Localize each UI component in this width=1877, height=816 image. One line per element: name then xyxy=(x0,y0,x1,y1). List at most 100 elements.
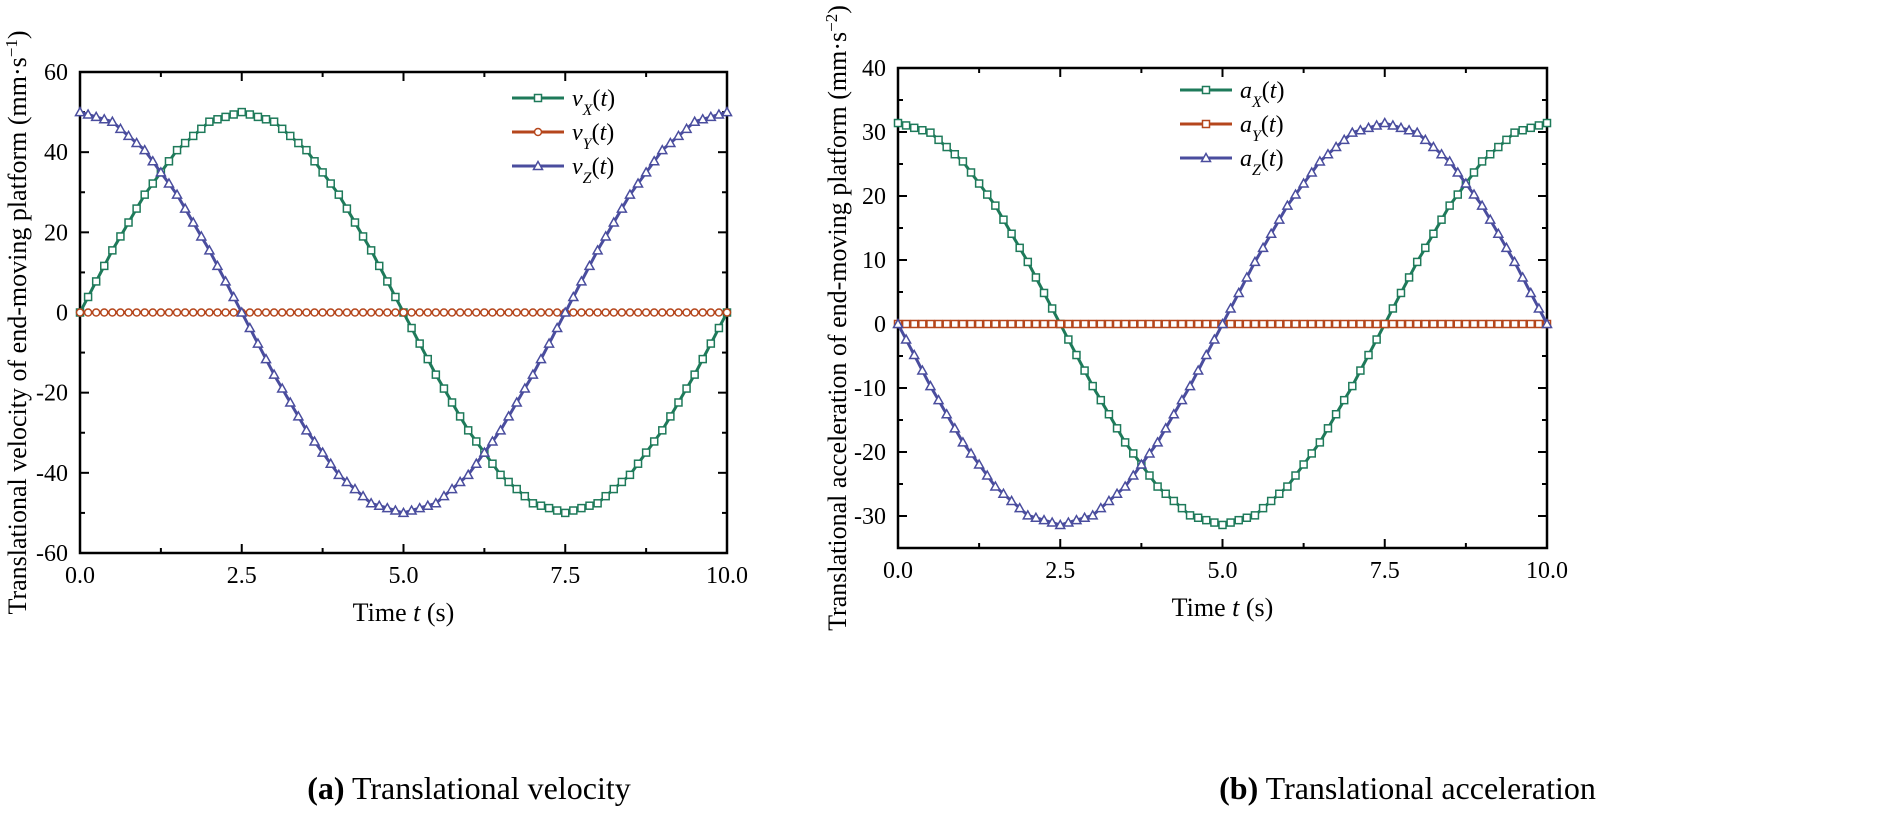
data-point xyxy=(268,368,280,379)
data-point xyxy=(172,308,182,317)
data-point xyxy=(100,308,109,317)
data-point xyxy=(180,308,190,317)
data-point xyxy=(1314,155,1326,166)
data-point xyxy=(1427,141,1440,152)
data-point xyxy=(504,477,513,487)
data-point xyxy=(1322,148,1334,159)
data-point xyxy=(407,323,416,333)
data-point xyxy=(593,499,602,508)
data-point xyxy=(714,323,724,333)
data-point xyxy=(349,483,361,494)
data-point xyxy=(909,123,919,133)
data-point xyxy=(373,499,386,510)
data-point xyxy=(397,506,410,518)
data-point xyxy=(310,308,319,317)
data-point xyxy=(569,308,578,317)
data-point xyxy=(164,157,174,166)
data-point xyxy=(1396,288,1406,298)
data-point xyxy=(688,115,701,126)
data-point xyxy=(567,290,580,302)
data-point xyxy=(389,504,402,515)
data-point xyxy=(1485,319,1495,329)
data-point xyxy=(982,190,992,199)
data-point xyxy=(124,308,133,317)
data-point xyxy=(609,484,619,494)
data-point xyxy=(1492,227,1505,239)
data-point xyxy=(219,275,232,286)
data-point xyxy=(1354,124,1367,135)
data-point xyxy=(1153,482,1162,491)
data-point xyxy=(326,308,335,317)
data-point xyxy=(958,157,968,166)
data-point xyxy=(455,308,465,317)
data-point xyxy=(415,308,424,317)
data-point xyxy=(1250,511,1260,520)
data-point xyxy=(625,308,635,317)
y-tick-label: 40 xyxy=(44,140,68,166)
data-point xyxy=(1258,319,1268,329)
data-point xyxy=(1362,121,1375,133)
legend-marker xyxy=(532,159,544,171)
data-point xyxy=(1437,319,1446,329)
legend-entry: aZ(t) xyxy=(1180,146,1284,179)
data-point xyxy=(1346,126,1359,137)
data-point xyxy=(942,319,951,329)
data-point xyxy=(470,457,483,468)
data-point xyxy=(91,308,101,317)
data-point xyxy=(1364,350,1373,360)
data-point xyxy=(999,319,1008,329)
data-point xyxy=(237,107,246,117)
data-point xyxy=(374,308,384,317)
x-tick-label: 10.0 xyxy=(706,563,748,589)
data-point xyxy=(577,503,586,513)
data-point xyxy=(1299,319,1308,329)
data-point xyxy=(1135,458,1148,469)
data-point xyxy=(1421,243,1430,253)
data-point xyxy=(1030,511,1042,523)
data-point xyxy=(488,308,497,317)
legend-entry: aY(t) xyxy=(1180,112,1284,145)
x-axis-title: Time t (s) xyxy=(1172,593,1274,622)
data-point xyxy=(1047,304,1057,313)
series-vZ(t) xyxy=(74,106,733,518)
data-point xyxy=(163,177,175,188)
data-point xyxy=(1411,126,1423,137)
data-point xyxy=(591,244,604,255)
data-point xyxy=(1338,133,1350,145)
data-point xyxy=(148,308,158,317)
data-point xyxy=(1007,319,1016,329)
series-vY(t) xyxy=(75,308,732,317)
data-point xyxy=(1476,199,1488,210)
data-point xyxy=(294,138,303,148)
data-point xyxy=(966,168,976,177)
data-point xyxy=(82,108,94,119)
data-point xyxy=(1047,319,1057,329)
data-point xyxy=(705,110,717,122)
data-point xyxy=(431,308,441,317)
data-point xyxy=(510,396,523,407)
data-point xyxy=(1161,319,1170,329)
data-point xyxy=(698,354,707,364)
y-tick-label: 20 xyxy=(44,220,68,246)
data-point xyxy=(1129,319,1138,329)
data-point xyxy=(552,308,562,317)
data-point xyxy=(147,155,159,166)
data-point xyxy=(171,188,183,199)
data-point xyxy=(211,259,224,271)
data-point xyxy=(1120,319,1130,329)
data-point xyxy=(1445,201,1454,210)
data-point xyxy=(502,410,515,421)
data-point xyxy=(577,308,586,317)
data-point xyxy=(918,319,927,329)
data-point xyxy=(413,502,426,513)
data-point xyxy=(982,319,992,329)
data-point xyxy=(365,497,377,508)
data-point xyxy=(559,306,572,317)
data-point xyxy=(991,319,1000,329)
data-point xyxy=(682,308,691,317)
data-point xyxy=(1080,366,1089,375)
data-point xyxy=(1088,319,1097,329)
data-point xyxy=(358,308,368,317)
data-point xyxy=(940,408,953,419)
data-point xyxy=(116,232,125,241)
